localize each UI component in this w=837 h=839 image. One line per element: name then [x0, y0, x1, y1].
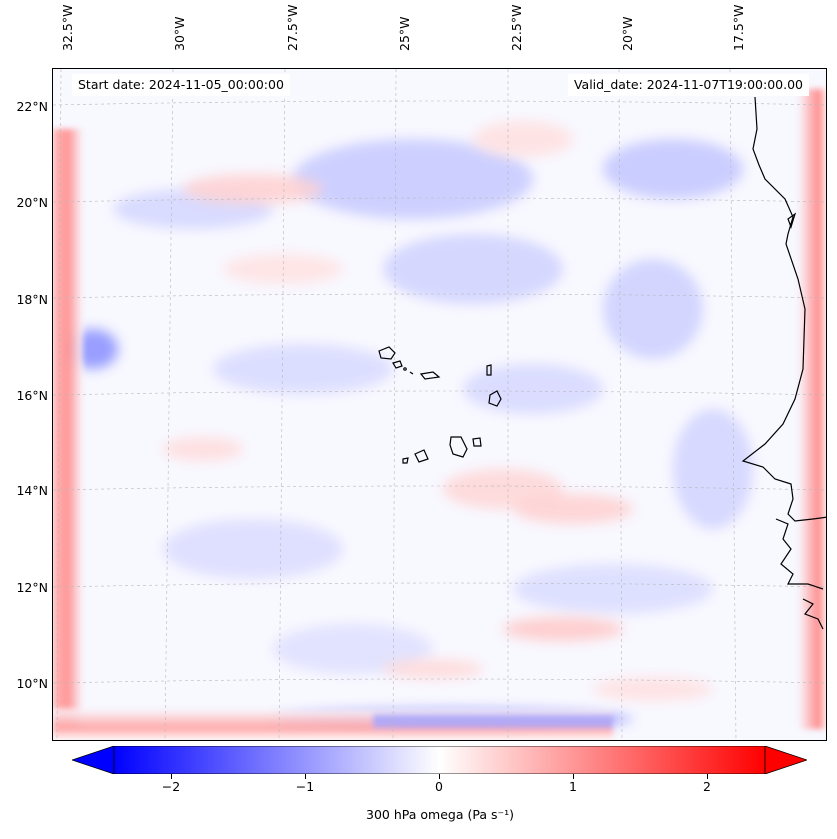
- lat-label-16n: 16°N: [16, 388, 48, 403]
- boundary-zone: [53, 89, 826, 740]
- lon-label-25w: 25°W: [397, 16, 412, 51]
- cb-tick-label-n1: −1: [295, 779, 315, 794]
- cb-tickmark-0: [439, 774, 440, 779]
- lon-label-30w: 30°W: [172, 16, 187, 51]
- colorbar-label: 300 hPa omega (Pa s⁻¹): [366, 807, 514, 822]
- colorbar-gradient: [113, 745, 766, 775]
- cb-tickmark-2: [707, 774, 708, 779]
- lon-label-17.5w: 17.5°W: [731, 4, 746, 51]
- map-panel: [52, 68, 827, 741]
- positive-omega-areas: [163, 121, 713, 701]
- lat-label-10n: 10°N: [16, 676, 48, 691]
- graticule: [53, 69, 826, 740]
- cb-tick-label-0: 0: [435, 779, 443, 794]
- start-date-label: Start date: 2024-11-05_00:00:00: [72, 74, 290, 96]
- lat-label-14n: 14°N: [16, 483, 48, 498]
- colorbar-extend-high: [764, 745, 809, 775]
- cb-tickmark-n2: [171, 774, 172, 779]
- cb-tick-label-1: 1: [569, 779, 577, 794]
- lat-label-18n: 18°N: [16, 292, 48, 307]
- lat-label-20n: 20°N: [16, 195, 48, 210]
- valid-date-label: Valid_date: 2024-11-07T19:00:00.00: [567, 74, 809, 96]
- cb-tickmark-1: [573, 774, 574, 779]
- colorbar-extend-low: [70, 745, 115, 775]
- lon-label-27.5w: 27.5°W: [285, 4, 300, 51]
- colorbar: [70, 745, 809, 775]
- cb-tickmark-n1: [305, 774, 306, 779]
- coastline: [741, 96, 826, 630]
- lon-label-32.5w: 32.5°W: [60, 4, 75, 51]
- lon-label-22.5w: 22.5°W: [509, 4, 524, 51]
- cb-tick-label-2: 2: [703, 779, 711, 794]
- cape-verde-islands: [378, 346, 502, 464]
- omega-field-map: [53, 69, 826, 740]
- negative-omega-areas: [68, 139, 753, 729]
- lat-label-12n: 12°N: [16, 580, 48, 595]
- lat-label-22n: 22°N: [16, 99, 48, 114]
- lon-label-20w: 20°W: [620, 16, 635, 51]
- cb-tick-label-n2: −2: [161, 779, 181, 794]
